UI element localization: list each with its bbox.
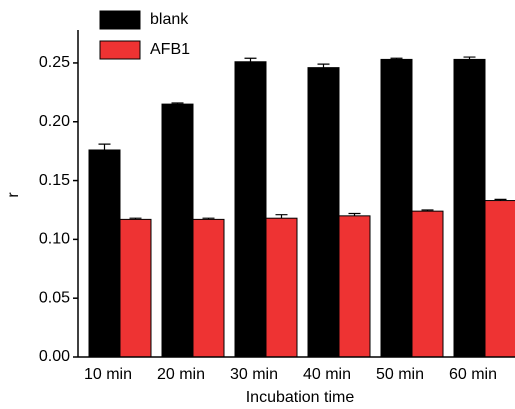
error-bar: [317, 63, 330, 68]
y-tick-label: 0.00: [39, 348, 70, 365]
error-bar: [348, 212, 361, 216]
y-tick-label: 0.10: [39, 231, 70, 248]
error-bar: [494, 198, 507, 201]
x-axis-label: Incubation time: [246, 389, 355, 406]
legend-label: blank: [150, 11, 189, 28]
x-tick-label: 50 min: [376, 366, 424, 383]
y-tick-label: 0.25: [39, 54, 70, 71]
bar: [192, 218, 225, 358]
error-bar: [463, 56, 476, 60]
bar: [119, 218, 152, 358]
y-tick-label: 0.20: [39, 113, 70, 130]
legend-swatch: [99, 40, 141, 60]
error-bar: [171, 102, 184, 105]
y-tick-label: 0.15: [39, 172, 70, 189]
error-bar: [244, 57, 257, 62]
error-bar: [390, 57, 403, 60]
x-tick-label: 60 min: [449, 366, 497, 383]
x-tick-label: 10 min: [84, 366, 132, 383]
y-axis-label: r: [5, 192, 22, 198]
x-tick-label: 20 min: [157, 366, 205, 383]
bar: [161, 103, 194, 358]
x-tick-label: 40 min: [303, 366, 351, 383]
legend-label: AFB1: [150, 41, 190, 58]
bar: [453, 58, 486, 358]
bar: [380, 58, 413, 358]
error-bar: [129, 217, 142, 220]
y-tick-label: 0.05: [39, 289, 70, 306]
error-bar: [202, 217, 215, 220]
bar: [307, 67, 340, 358]
bar: [234, 61, 267, 358]
error-bar: [421, 209, 434, 212]
error-bar: [98, 143, 111, 150]
bar: [484, 200, 515, 358]
bar: [265, 217, 298, 358]
bar: [88, 149, 121, 358]
bar: [411, 210, 444, 358]
legend-swatch: [99, 10, 141, 30]
x-tick-label: 30 min: [230, 366, 278, 383]
error-bar: [275, 214, 288, 219]
bar: [338, 215, 371, 358]
